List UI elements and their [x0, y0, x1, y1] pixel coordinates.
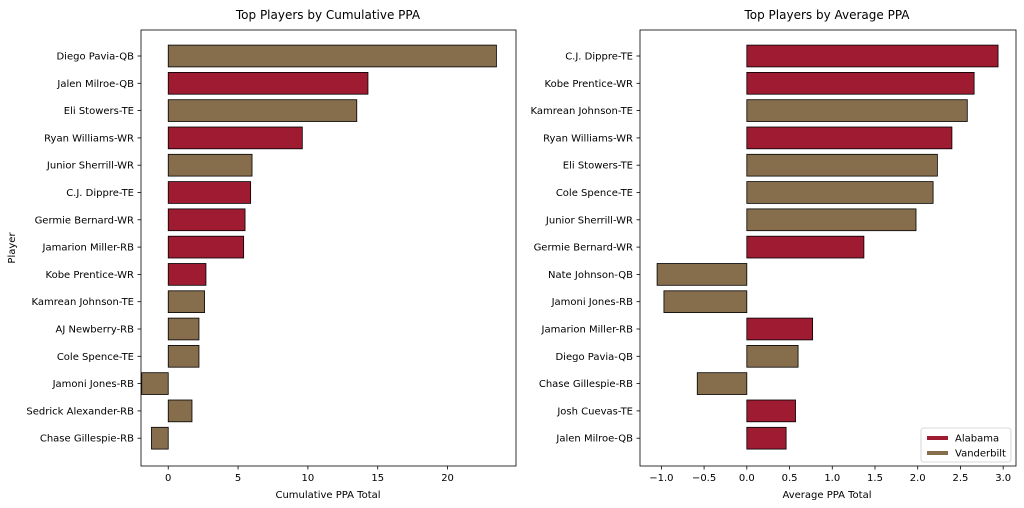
bar [167, 208, 246, 232]
x-tick-label: 0.0 [739, 473, 755, 484]
y-tick-label: AJ Newberry-RB [56, 325, 135, 336]
bar [167, 399, 193, 423]
bar [167, 317, 200, 341]
y-tick-label: Junior Sherrill-WR [545, 215, 633, 226]
legend-entry: Vanderbilt [955, 449, 1006, 460]
y-tick-label: Kobe Prentice-WR [545, 79, 634, 90]
bar [746, 72, 975, 95]
chart-title: Top Players by Average PPA [743, 8, 910, 22]
x-axis-label: Cumulative PPA Total [275, 490, 380, 501]
x-tick-label: 3.0 [995, 473, 1011, 484]
bar [167, 126, 303, 150]
bar [167, 99, 358, 122]
bar [746, 344, 799, 368]
bar [167, 290, 205, 313]
x-axis-label: Average PPA Total [782, 490, 871, 501]
y-tick-label: Kobe Prentice-WR [46, 270, 135, 281]
y-tick-label: Chase Gillespie-RB [40, 434, 134, 445]
y-tick-label: Jamoni Jones-RB [52, 379, 135, 390]
y-tick-label: Josh Cuevas-TE [556, 406, 633, 417]
y-tick-label: Jamoni Jones-RB [551, 297, 634, 308]
y-tick-label: C.J. Dippre-TE [66, 188, 134, 199]
bar [746, 44, 999, 68]
chart-title: Top Players by Cumulative PPA [235, 8, 421, 22]
y-tick-label: Jalen Milroe-QB [56, 79, 134, 90]
bar [167, 181, 252, 204]
y-tick-label: Chase Gillespie-RB [539, 379, 633, 390]
x-tick-label: −0.5 [692, 473, 716, 484]
x-tick-label: 10 [302, 473, 315, 484]
bar [746, 181, 934, 204]
x-tick-label: 5 [235, 473, 241, 484]
y-tick-label: Sedrick Alexander-RB [26, 406, 134, 417]
y-tick-label: Nate Johnson-QB [548, 270, 633, 281]
bar [656, 263, 748, 286]
plot-frame [639, 29, 1017, 467]
y-tick-label: Kamrean Johnson-TE [531, 106, 633, 117]
x-tick-label: 0 [165, 473, 171, 484]
y-tick-label: Kamrean Johnson-TE [32, 297, 134, 308]
y-tick-label: Diego Pavia-QB [56, 52, 134, 63]
bar [746, 99, 968, 122]
y-tick-label: Ryan Williams-WR [44, 133, 134, 144]
bar [167, 44, 497, 68]
bar [746, 317, 814, 341]
y-tick-label: Eli Stowers-TE [563, 161, 633, 172]
y-tick-label: Cole Spence-TE [556, 188, 633, 199]
y-axis-label: Player [7, 232, 18, 264]
bar [663, 290, 748, 313]
x-tick-label: 1.0 [824, 473, 840, 484]
y-tick-label: Germie Bernard-WR [534, 243, 633, 254]
bar [167, 153, 253, 177]
x-tick-label: 15 [371, 473, 384, 484]
y-tick-label: Cole Spence-TE [57, 352, 134, 363]
x-tick-label: 2.5 [953, 473, 969, 484]
y-tick-label: Diego Pavia-QB [555, 352, 633, 363]
x-tick-label: 0.5 [782, 473, 798, 484]
plot-frame [140, 29, 517, 467]
legend-entry: Alabama [955, 434, 999, 445]
x-tick-label: 2.0 [910, 473, 926, 484]
bar [167, 235, 245, 259]
bar [151, 426, 169, 450]
y-tick-label: Junior Sherrill-WR [46, 161, 134, 172]
y-tick-label: C.J. Dippre-TE [565, 52, 633, 63]
bar [167, 72, 369, 95]
y-tick-label: Eli Stowers-TE [64, 106, 134, 117]
bar [746, 235, 865, 259]
legend: Alabama Vanderbilt [920, 427, 1012, 463]
bar [141, 372, 169, 395]
x-tick-label: 20 [441, 473, 454, 484]
bar [746, 426, 787, 450]
y-tick-label: Jamarion Miller-RB [42, 243, 135, 254]
y-tick-label: Jamarion Miller-RB [541, 325, 634, 336]
bar [167, 263, 207, 286]
bar [167, 344, 200, 368]
x-tick-label: −1.0 [649, 473, 673, 484]
bar [746, 399, 796, 423]
bar [746, 126, 953, 150]
y-tick-label: Germie Bernard-WR [35, 215, 134, 226]
bar [746, 208, 917, 232]
x-tick-label: 1.5 [867, 473, 883, 484]
y-tick-label: Jalen Milroe-QB [555, 434, 633, 445]
bar [696, 372, 748, 395]
y-tick-label: Ryan Williams-WR [543, 133, 633, 144]
chart-panel-2: Top Players by Average PPA C.J. Dippre-TE… [531, 8, 1017, 501]
bar [746, 153, 938, 177]
chart-panel-1: Top Players by Cumulative PPA Diego Pavia… [7, 8, 517, 501]
